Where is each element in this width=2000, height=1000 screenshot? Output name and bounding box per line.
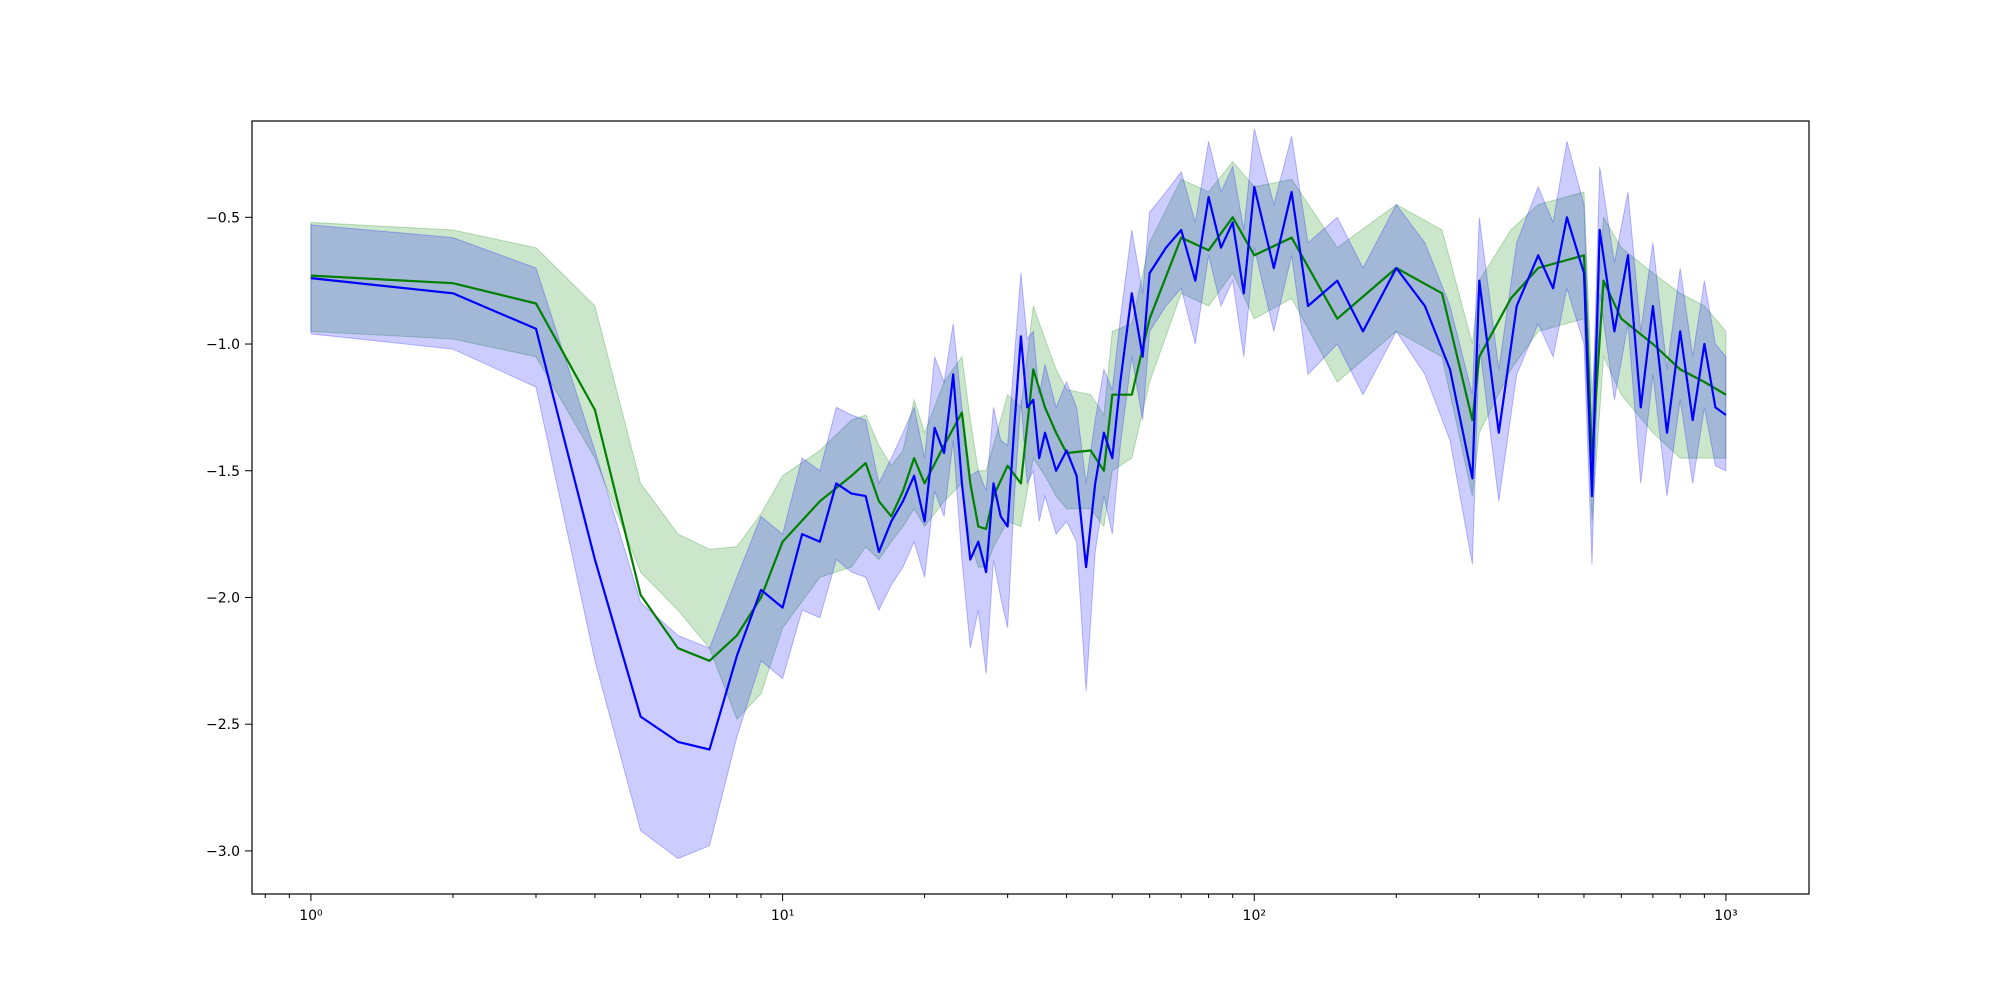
y-tick-label: −2.5 <box>206 717 240 733</box>
plot-area <box>310 128 1727 860</box>
axes: 10⁰ 10¹ 10² 10³ −0.5 −1.0 −1.5 −2.0 −2.5 −3.0 <box>206 210 1738 924</box>
x-tick-label: 10³ <box>1714 908 1737 924</box>
confidence-band-green <box>310 160 1727 721</box>
x-tick-label: 10² <box>1243 908 1266 924</box>
confidence-band-blue <box>310 128 1727 860</box>
y-tick-label: −1.5 <box>206 464 240 480</box>
y-tick-label: −1.0 <box>206 337 240 353</box>
y-tick-label: −2.0 <box>206 590 240 606</box>
x-tick-label: 10¹ <box>771 908 794 924</box>
y-tick-label: −3.0 <box>206 844 240 860</box>
series-line-blue <box>310 185 1727 751</box>
series-line-green <box>310 216 1727 662</box>
y-tick-label: −0.5 <box>206 210 240 226</box>
x-tick-label: 10⁰ <box>299 908 323 924</box>
axes-frame <box>251 120 1810 895</box>
